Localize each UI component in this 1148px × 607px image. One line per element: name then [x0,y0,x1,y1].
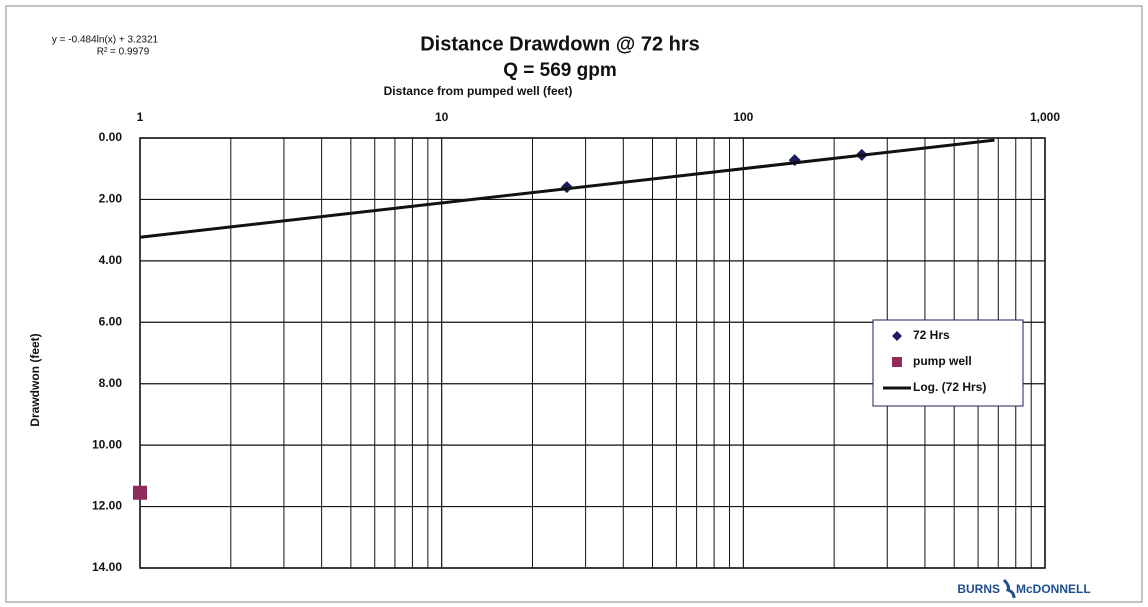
trend-line [139,138,995,239]
x-axis-label: Distance from pumped well (feet) [384,84,573,98]
chart-frame [5,5,1143,603]
legend: 72 Hrs pump well Log. (72 Hrs) [872,319,1024,407]
chart-subtitle: Q = 569 gpm [503,60,617,81]
legend-marker [892,357,902,367]
logo-right: McDONNELL [1016,582,1091,596]
y-tick-label: 12.00 [92,499,122,513]
trend-equation: y = -0.484ln(x) + 3.2321 [52,35,159,46]
y-tick-label: 14.00 [92,560,122,574]
x-tick-label: 1 [137,110,144,124]
y-tick-label: 0.00 [99,130,123,144]
legend-marker [892,331,902,341]
y-tick-label: 6.00 [99,314,123,328]
legend-label: Log. (72 Hrs) [913,380,986,394]
logo-swoosh [1002,578,1016,599]
legend-label: pump well [913,354,972,368]
square-marker [133,485,147,500]
legend-label: 72 Hrs [913,328,950,342]
x-tick-label: 1,000 [1030,110,1060,124]
y-tick-label: 10.00 [92,437,122,451]
chart-title: Distance Drawdown @ 72 hrs [420,33,700,55]
plot-border [139,137,1046,569]
logo-left: BURNS [957,582,1000,596]
x-tick-label: 10 [435,110,449,124]
y-tick-label: 2.00 [99,192,123,206]
y-axis-label: Drawdwon (feet) [28,333,42,426]
trend-r-squared: R² = 0.9979 [97,47,150,58]
x-tick-label: 100 [733,110,753,124]
y-tick-label: 8.00 [99,376,123,390]
y-tick-label: 4.00 [99,253,123,267]
